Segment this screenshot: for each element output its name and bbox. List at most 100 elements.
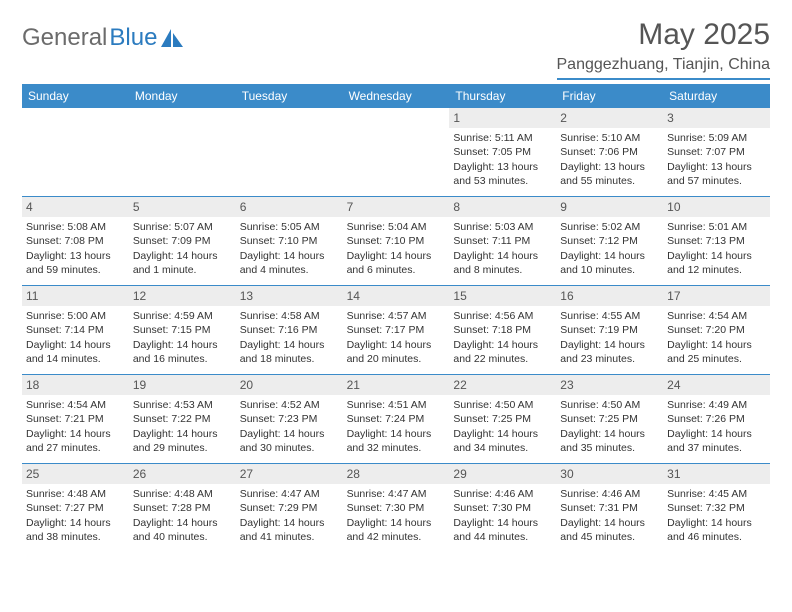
- day-cell: 20Sunrise: 4:52 AMSunset: 7:23 PMDayligh…: [236, 375, 343, 463]
- logo-text-blue: Blue: [109, 24, 157, 52]
- day-number: 24: [663, 375, 770, 395]
- day-cell: 2 Sunrise: 5:10 AMSunset: 7:06 PMDaylight…: [556, 108, 663, 196]
- sunset-line: Sunset: 7:15 PM: [133, 323, 232, 337]
- day-cell: 17Sunrise: 4:54 AMSunset: 7:20 PMDayligh…: [663, 286, 770, 374]
- day-cell: 6Sunrise: 5:05 AMSunset: 7:10 PMDaylight…: [236, 197, 343, 285]
- sunrise-line: Sunrise: 5:10 AM: [560, 131, 659, 145]
- day-number: 25: [22, 464, 129, 484]
- sunrise-line: Sunrise: 4:50 AM: [560, 398, 659, 412]
- sunset-line: Sunset: 7:28 PM: [133, 501, 232, 515]
- day-number: 4: [22, 197, 129, 217]
- sunset-line: Sunset: 7:18 PM: [453, 323, 552, 337]
- sunrise-line: Sunrise: 4:51 AM: [347, 398, 446, 412]
- daylight-line: Daylight: 14 hours and 27 minutes.: [26, 427, 125, 455]
- sunset-line: Sunset: 7:06 PM: [560, 145, 659, 159]
- day-number: 7: [343, 197, 450, 217]
- day-number: 11: [22, 286, 129, 306]
- daylight-line: Daylight: 14 hours and 30 minutes.: [240, 427, 339, 455]
- sunrise-line: Sunrise: 4:46 AM: [560, 487, 659, 501]
- day-number: 31: [663, 464, 770, 484]
- sunrise-line: Sunrise: 5:09 AM: [667, 131, 766, 145]
- sunrise-line: Sunrise: 5:11 AM: [453, 131, 552, 145]
- sunrise-line: Sunrise: 5:00 AM: [26, 309, 125, 323]
- week-row: 11Sunrise: 5:00 AMSunset: 7:14 PMDayligh…: [22, 285, 770, 374]
- day-number: 12: [129, 286, 236, 306]
- sunrise-line: Sunrise: 4:46 AM: [453, 487, 552, 501]
- day-cell: 7Sunrise: 5:04 AMSunset: 7:10 PMDaylight…: [343, 197, 450, 285]
- daylight-line: Daylight: 14 hours and 14 minutes.: [26, 338, 125, 366]
- day-header: Wednesday: [343, 84, 450, 108]
- sunset-line: Sunset: 7:11 PM: [453, 234, 552, 248]
- calendar: SundayMondayTuesdayWednesdayThursdayFrid…: [22, 84, 770, 552]
- sunset-line: Sunset: 7:12 PM: [560, 234, 659, 248]
- day-cell: 29Sunrise: 4:46 AMSunset: 7:30 PMDayligh…: [449, 464, 556, 552]
- daylight-line: Daylight: 14 hours and 38 minutes.: [26, 516, 125, 544]
- day-cell: [129, 108, 236, 196]
- week-row: 1Sunrise: 5:11 AMSunset: 7:05 PMDaylight…: [22, 108, 770, 196]
- sunrise-line: Sunrise: 4:53 AM: [133, 398, 232, 412]
- daylight-line: Daylight: 14 hours and 20 minutes.: [347, 338, 446, 366]
- sunset-line: Sunset: 7:26 PM: [667, 412, 766, 426]
- daylight-line: Daylight: 14 hours and 34 minutes.: [453, 427, 552, 455]
- day-number: 20: [236, 375, 343, 395]
- title-block: May 2025 Panggezhuang, Tianjin, China: [557, 18, 771, 80]
- sunset-line: Sunset: 7:10 PM: [240, 234, 339, 248]
- day-cell: 5Sunrise: 5:07 AMSunset: 7:09 PMDaylight…: [129, 197, 236, 285]
- daylight-line: Daylight: 14 hours and 40 minutes.: [133, 516, 232, 544]
- day-cell: 3Sunrise: 5:09 AMSunset: 7:07 PMDaylight…: [663, 108, 770, 196]
- day-number: 22: [449, 375, 556, 395]
- sunrise-line: Sunrise: 4:58 AM: [240, 309, 339, 323]
- sunrise-line: Sunrise: 5:03 AM: [453, 220, 552, 234]
- day-number: 27: [236, 464, 343, 484]
- daylight-line: Daylight: 14 hours and 18 minutes.: [240, 338, 339, 366]
- daylight-line: Daylight: 14 hours and 6 minutes.: [347, 249, 446, 277]
- day-cell: [22, 108, 129, 196]
- sunset-line: Sunset: 7:19 PM: [560, 323, 659, 337]
- daylight-line: Daylight: 14 hours and 35 minutes.: [560, 427, 659, 455]
- day-number: 13: [236, 286, 343, 306]
- day-number: 3: [663, 108, 770, 128]
- sunrise-line: Sunrise: 4:59 AM: [133, 309, 232, 323]
- day-cell: 9Sunrise: 5:02 AMSunset: 7:12 PMDaylight…: [556, 197, 663, 285]
- weeks-container: 1Sunrise: 5:11 AMSunset: 7:05 PMDaylight…: [22, 108, 770, 552]
- sunset-line: Sunset: 7:13 PM: [667, 234, 766, 248]
- location: Panggezhuang, Tianjin, China: [557, 56, 771, 80]
- sunrise-line: Sunrise: 4:54 AM: [26, 398, 125, 412]
- daylight-line: Daylight: 14 hours and 12 minutes.: [667, 249, 766, 277]
- day-number: 19: [129, 375, 236, 395]
- day-header: Sunday: [22, 84, 129, 108]
- day-number: 23: [556, 375, 663, 395]
- day-header: Monday: [129, 84, 236, 108]
- logo-sail-icon: [161, 29, 185, 47]
- sunset-line: Sunset: 7:24 PM: [347, 412, 446, 426]
- daylight-line: Daylight: 14 hours and 41 minutes.: [240, 516, 339, 544]
- day-number: 17: [663, 286, 770, 306]
- day-cell: 27Sunrise: 4:47 AMSunset: 7:29 PMDayligh…: [236, 464, 343, 552]
- sunrise-line: Sunrise: 4:48 AM: [133, 487, 232, 501]
- day-cell: 4Sunrise: 5:08 AMSunset: 7:08 PMDaylight…: [22, 197, 129, 285]
- day-number: 2: [556, 108, 663, 128]
- sunrise-line: Sunrise: 4:56 AM: [453, 309, 552, 323]
- week-row: 18Sunrise: 4:54 AMSunset: 7:21 PMDayligh…: [22, 374, 770, 463]
- daylight-line: Daylight: 13 hours and 59 minutes.: [26, 249, 125, 277]
- sunset-line: Sunset: 7:14 PM: [26, 323, 125, 337]
- daylight-line: Daylight: 14 hours and 46 minutes.: [667, 516, 766, 544]
- sunrise-line: Sunrise: 4:55 AM: [560, 309, 659, 323]
- day-cell: 14Sunrise: 4:57 AMSunset: 7:17 PMDayligh…: [343, 286, 450, 374]
- daylight-line: Daylight: 13 hours and 57 minutes.: [667, 160, 766, 188]
- daylight-line: Daylight: 13 hours and 55 minutes.: [560, 160, 659, 188]
- day-header: Thursday: [449, 84, 556, 108]
- sunset-line: Sunset: 7:29 PM: [240, 501, 339, 515]
- day-header: Friday: [556, 84, 663, 108]
- sunset-line: Sunset: 7:23 PM: [240, 412, 339, 426]
- daylight-line: Daylight: 14 hours and 29 minutes.: [133, 427, 232, 455]
- month-title: May 2025: [557, 18, 771, 52]
- sunset-line: Sunset: 7:16 PM: [240, 323, 339, 337]
- day-number: 18: [22, 375, 129, 395]
- daylight-line: Daylight: 14 hours and 25 minutes.: [667, 338, 766, 366]
- sunset-line: Sunset: 7:08 PM: [26, 234, 125, 248]
- day-cell: 8Sunrise: 5:03 AMSunset: 7:11 PMDaylight…: [449, 197, 556, 285]
- day-number: 21: [343, 375, 450, 395]
- sunset-line: Sunset: 7:32 PM: [667, 501, 766, 515]
- daylight-line: Daylight: 14 hours and 22 minutes.: [453, 338, 552, 366]
